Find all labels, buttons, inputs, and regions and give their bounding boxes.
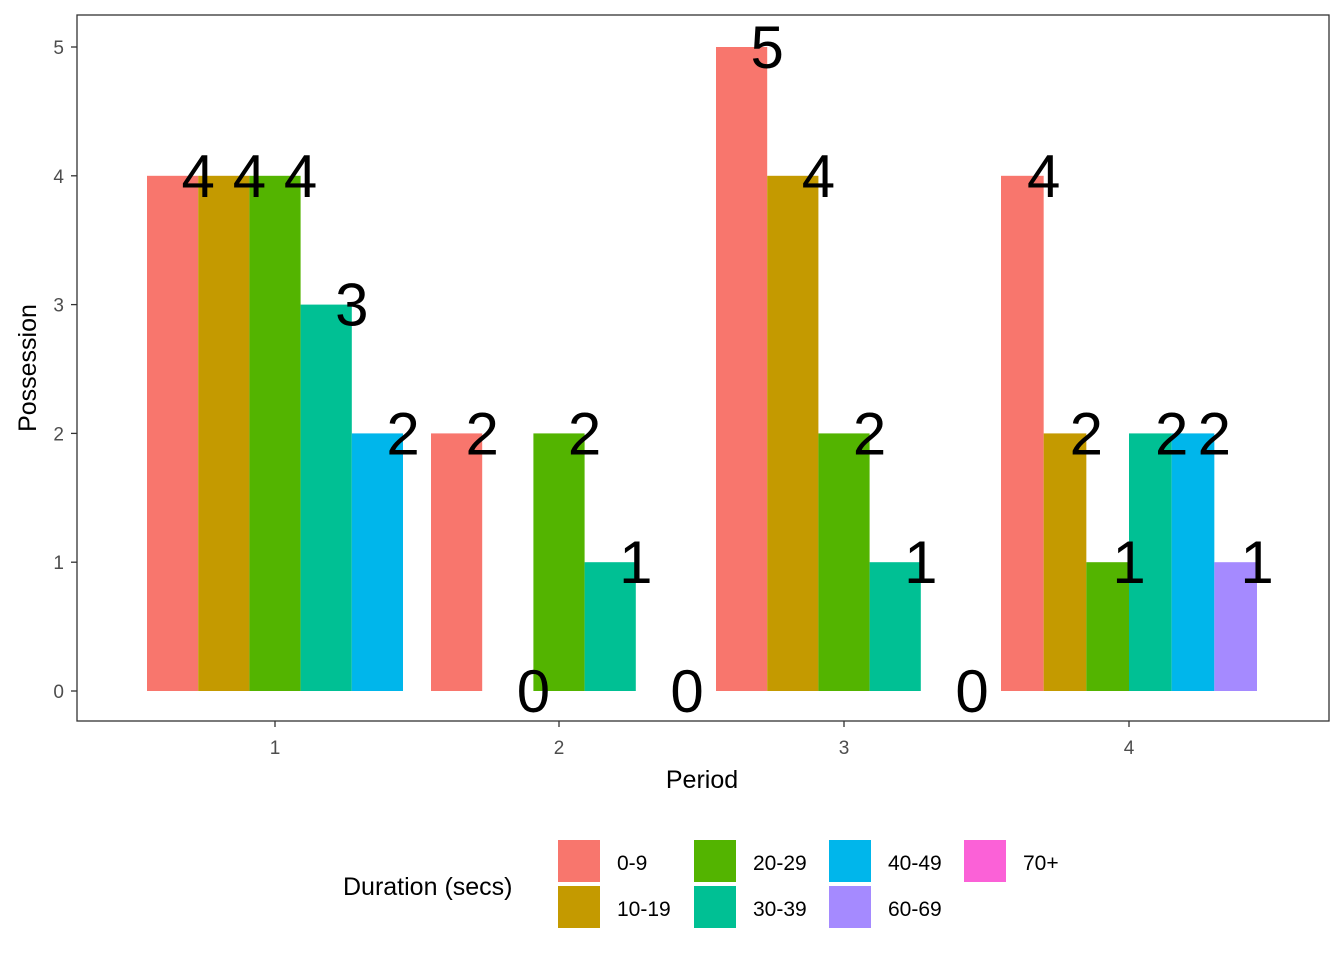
bar-period-2-30-39 — [584, 562, 636, 691]
bar-label-period-2-0-9: 2 — [466, 400, 499, 467]
plot-panel-border — [76, 14, 1330, 722]
bar-label-period-3-0-9: 5 — [751, 14, 784, 81]
bar-period-3-0-9 — [716, 47, 768, 691]
bar-label-period-2-10-19: 0 — [517, 658, 550, 725]
y-axis-title: Possession — [14, 304, 42, 432]
bar-period-4-20-29 — [1086, 562, 1129, 691]
legend-key-40-49 — [829, 840, 871, 882]
bar-period-2-20-29 — [533, 433, 585, 691]
bar-period-4-30-39 — [1129, 433, 1172, 691]
bar-label-period-1-10-19: 4 — [233, 143, 266, 210]
x-axis-title: Period — [666, 766, 738, 794]
bar-period-1-0-9 — [147, 175, 199, 692]
bar-label-period-4-40-49: 2 — [1198, 400, 1231, 467]
bar-period-3-30-39 — [869, 562, 921, 691]
legend-title: Duration (secs) — [343, 873, 513, 901]
legend-key-10-19 — [558, 886, 600, 928]
y-tick-label-4: 4 — [53, 167, 64, 188]
x-tick-label-1: 1 — [270, 738, 281, 759]
y-tick-label-5: 5 — [53, 38, 64, 59]
bar-period-4-0-9 — [1001, 175, 1044, 692]
legend-key-0-9 — [558, 840, 600, 882]
bar-label-period-2-20-29: 2 — [568, 400, 601, 467]
bar-label-period-4-20-29: 1 — [1112, 529, 1145, 596]
bars-layer — [147, 47, 1257, 692]
legend: Duration (secs) 0-9 10-19 20-29 30-39 40-49 6… — [343, 840, 1059, 928]
bar-period-1-10-19 — [198, 175, 250, 692]
bar-label-period-3-40-49: 0 — [955, 658, 988, 725]
bar-period-1-20-29 — [249, 175, 301, 692]
legend-label-0-9: 0-9 — [617, 852, 647, 875]
x-tick-label-4: 4 — [1124, 738, 1135, 759]
bar-label-period-4-0-9: 4 — [1027, 143, 1060, 210]
legend-key-30-39 — [694, 886, 736, 928]
legend-label-20-29: 20-29 — [753, 852, 807, 875]
y-tick-label-3: 3 — [53, 296, 64, 317]
x-axis: 1 2 3 4 — [270, 721, 1135, 759]
bar-label-period-4-30-39: 2 — [1155, 400, 1188, 467]
legend-key-70+ — [964, 840, 1006, 882]
bar-period-3-10-19 — [767, 175, 819, 692]
bar-period-2-0-9 — [431, 433, 483, 691]
bar-label-period-3-10-19: 4 — [802, 143, 835, 210]
bar-period-3-20-29 — [818, 433, 870, 691]
bar-label-period-1-0-9: 4 — [182, 143, 215, 210]
legend-label-70+: 70+ — [1023, 852, 1059, 875]
y-tick-label-0: 0 — [53, 682, 64, 703]
bar-period-1-30-39 — [300, 304, 352, 691]
bar-label-period-2-40-49: 0 — [670, 658, 703, 725]
legend-key-60-69 — [829, 886, 871, 928]
bar-period-4-60-69 — [1214, 562, 1257, 691]
y-tick-label-2: 2 — [53, 424, 64, 445]
bar-label-period-1-30-39: 3 — [335, 272, 368, 339]
bar-label-period-2-30-39: 1 — [619, 529, 652, 596]
bar-label-period-1-20-29: 4 — [284, 143, 317, 210]
legend-label-10-19: 10-19 — [617, 898, 671, 921]
bar-period-4-40-49 — [1171, 433, 1215, 691]
x-tick-label-2: 2 — [554, 738, 565, 759]
legend-label-60-69: 60-69 — [888, 898, 942, 921]
legend-label-30-39: 30-39 — [753, 898, 807, 921]
bar-label-period-4-60-69: 1 — [1240, 529, 1273, 596]
legend-key-20-29 — [694, 840, 736, 882]
bar-label-period-3-30-39: 1 — [904, 529, 937, 596]
y-tick-label-1: 1 — [53, 553, 64, 574]
bar-period-4-10-19 — [1043, 433, 1087, 691]
bar-label-period-3-20-29: 2 — [853, 400, 886, 467]
bar-period-1-40-49 — [351, 433, 403, 691]
bar-label-period-1-40-49: 2 — [386, 400, 419, 467]
x-tick-label-3: 3 — [839, 738, 850, 759]
bar-label-period-4-10-19: 2 — [1070, 400, 1103, 467]
y-axis: 0 1 2 3 4 5 — [53, 38, 77, 703]
legend-label-40-49: 40-49 — [888, 852, 942, 875]
